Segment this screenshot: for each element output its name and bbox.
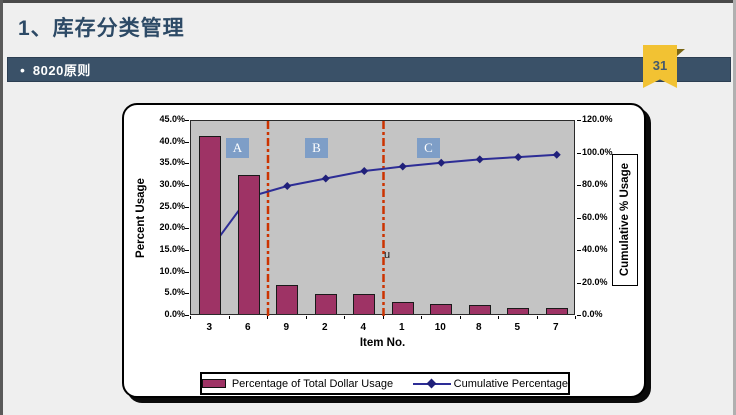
bar-item-4 [353,294,376,314]
page-tag-fold [677,49,685,56]
x-axis-tick-mark [305,316,307,319]
right-axis-tick-label: 0.0% [582,309,603,319]
left-axis-tick-label: 20.0% [159,222,185,233]
right-axis-tick-label: 100.0% [582,146,613,157]
left-axis-tick-label: 30.0% [159,179,185,189]
chart-legend: Percentage of Total Dollar Usage Cumulat… [200,372,570,395]
left-axis-tick-label: 10.0% [159,265,185,276]
x-category-label: 3 [206,322,213,333]
right-axis-tick-mark [577,185,581,186]
legend-line-marker-icon [413,378,452,389]
x-axis-tick-mark [382,316,384,319]
zone-label-a: A [226,138,249,158]
x-category-label: 2 [321,322,328,333]
left-axis-tick-mark [185,250,189,251]
bar-item-8 [468,304,491,314]
left-axis-tick-label: 40.0% [159,135,185,146]
left-axis-tick-mark [185,185,189,186]
x-axis-tick-mark [498,316,499,319]
left-axis-tick-label: 15.0% [159,244,185,254]
right-axis-tick-label: 40.0% [582,244,608,254]
x-axis-tick-mark [228,316,230,319]
x-axis-tick-mark [421,316,422,319]
x-category-label: 4 [360,322,367,333]
subtitle-text: 8020原则 [32,63,91,78]
left-axis-tick-label: 35.0% [159,157,185,168]
right-axis-tick-mark [577,152,581,154]
right-axis-tick-label: 60.0% [582,211,608,222]
stray-text-u: u [384,249,391,261]
right-axis-tick-mark [577,282,581,284]
left-axis-tick-mark [185,315,189,316]
plot-area: A B C u [190,120,575,316]
left-axis-title-wrap: Percent Usage [126,120,156,315]
x-axis-tick-mark [536,316,538,319]
bar-item-7 [545,307,568,314]
left-axis-tick-mark [185,163,189,165]
x-category-label: 7 [552,322,559,333]
frame-left-edge [0,0,3,415]
pareto-chart-card: Percent Usage A B C u Cumulative % Usage… [122,103,646,398]
x-category-label: 8 [475,322,482,333]
left-axis-tick-mark [185,271,189,273]
page-number: 31 [652,58,668,73]
x-category-label: 6 [244,322,251,333]
left-axis-tick-label: 25.0% [159,200,185,211]
x-axis-tick-mark [344,316,345,319]
x-axis-tick-mark [190,316,191,319]
left-axis-tick-label: 45.0% [159,114,185,124]
right-axis-tick-mark [577,315,581,316]
x-category-label: 1 [398,322,405,333]
bar-item-10 [430,304,453,314]
line-series-svg [206,121,561,316]
right-axis-title-box: Cumulative % Usage [612,154,638,286]
frame-right-edge [733,0,736,415]
bar-item-1 [391,301,414,314]
left-axis-tick-label: 0.0% [164,309,185,319]
bar-item-5 [507,307,530,314]
left-axis-tick-mark [185,141,189,143]
legend-bar-label: Percentage of Total Dollar Usage [231,377,394,390]
x-axis-tick-mark [575,316,576,319]
right-axis-tick-mark [577,250,581,251]
right-axis-tick-mark [577,120,581,121]
legend-line-label: Cumulative Percentage [453,377,568,390]
left-axis-tick-mark [185,120,189,121]
x-axis-tick-mark [459,316,461,319]
page-title: 1、库存分类管理 [18,17,185,40]
subtitle-bar: • 8020原则 [7,57,731,82]
x-category-label: 9 [283,322,290,333]
right-axis-tick-label: 80.0% [582,179,608,189]
x-axis-title: Item No. [359,337,406,349]
x-category-label: 10 [434,322,446,333]
right-axis-tick-mark [577,217,581,219]
right-axis-tick-label: 20.0% [582,276,608,287]
left-axis-tick-label: 5.0% [164,287,185,298]
x-axis-tick-mark [267,316,268,319]
zone-label-c: C [417,138,440,158]
bullet-icon: • [20,61,25,78]
bar-item-6 [237,174,260,314]
bar-item-2 [314,294,337,314]
right-axis-tick-label: 120.0% [582,114,613,124]
left-axis-tick-mark [185,293,189,295]
bar-item-9 [276,284,299,314]
bar-item-3 [199,135,222,314]
left-axis-tick-mark [185,228,189,230]
frame-top-edge [0,0,736,3]
x-category-label: 5 [514,322,521,333]
left-axis-tick-mark [185,206,189,208]
legend-bar-swatch-icon [202,379,226,388]
zone-label-b: B [305,138,328,158]
